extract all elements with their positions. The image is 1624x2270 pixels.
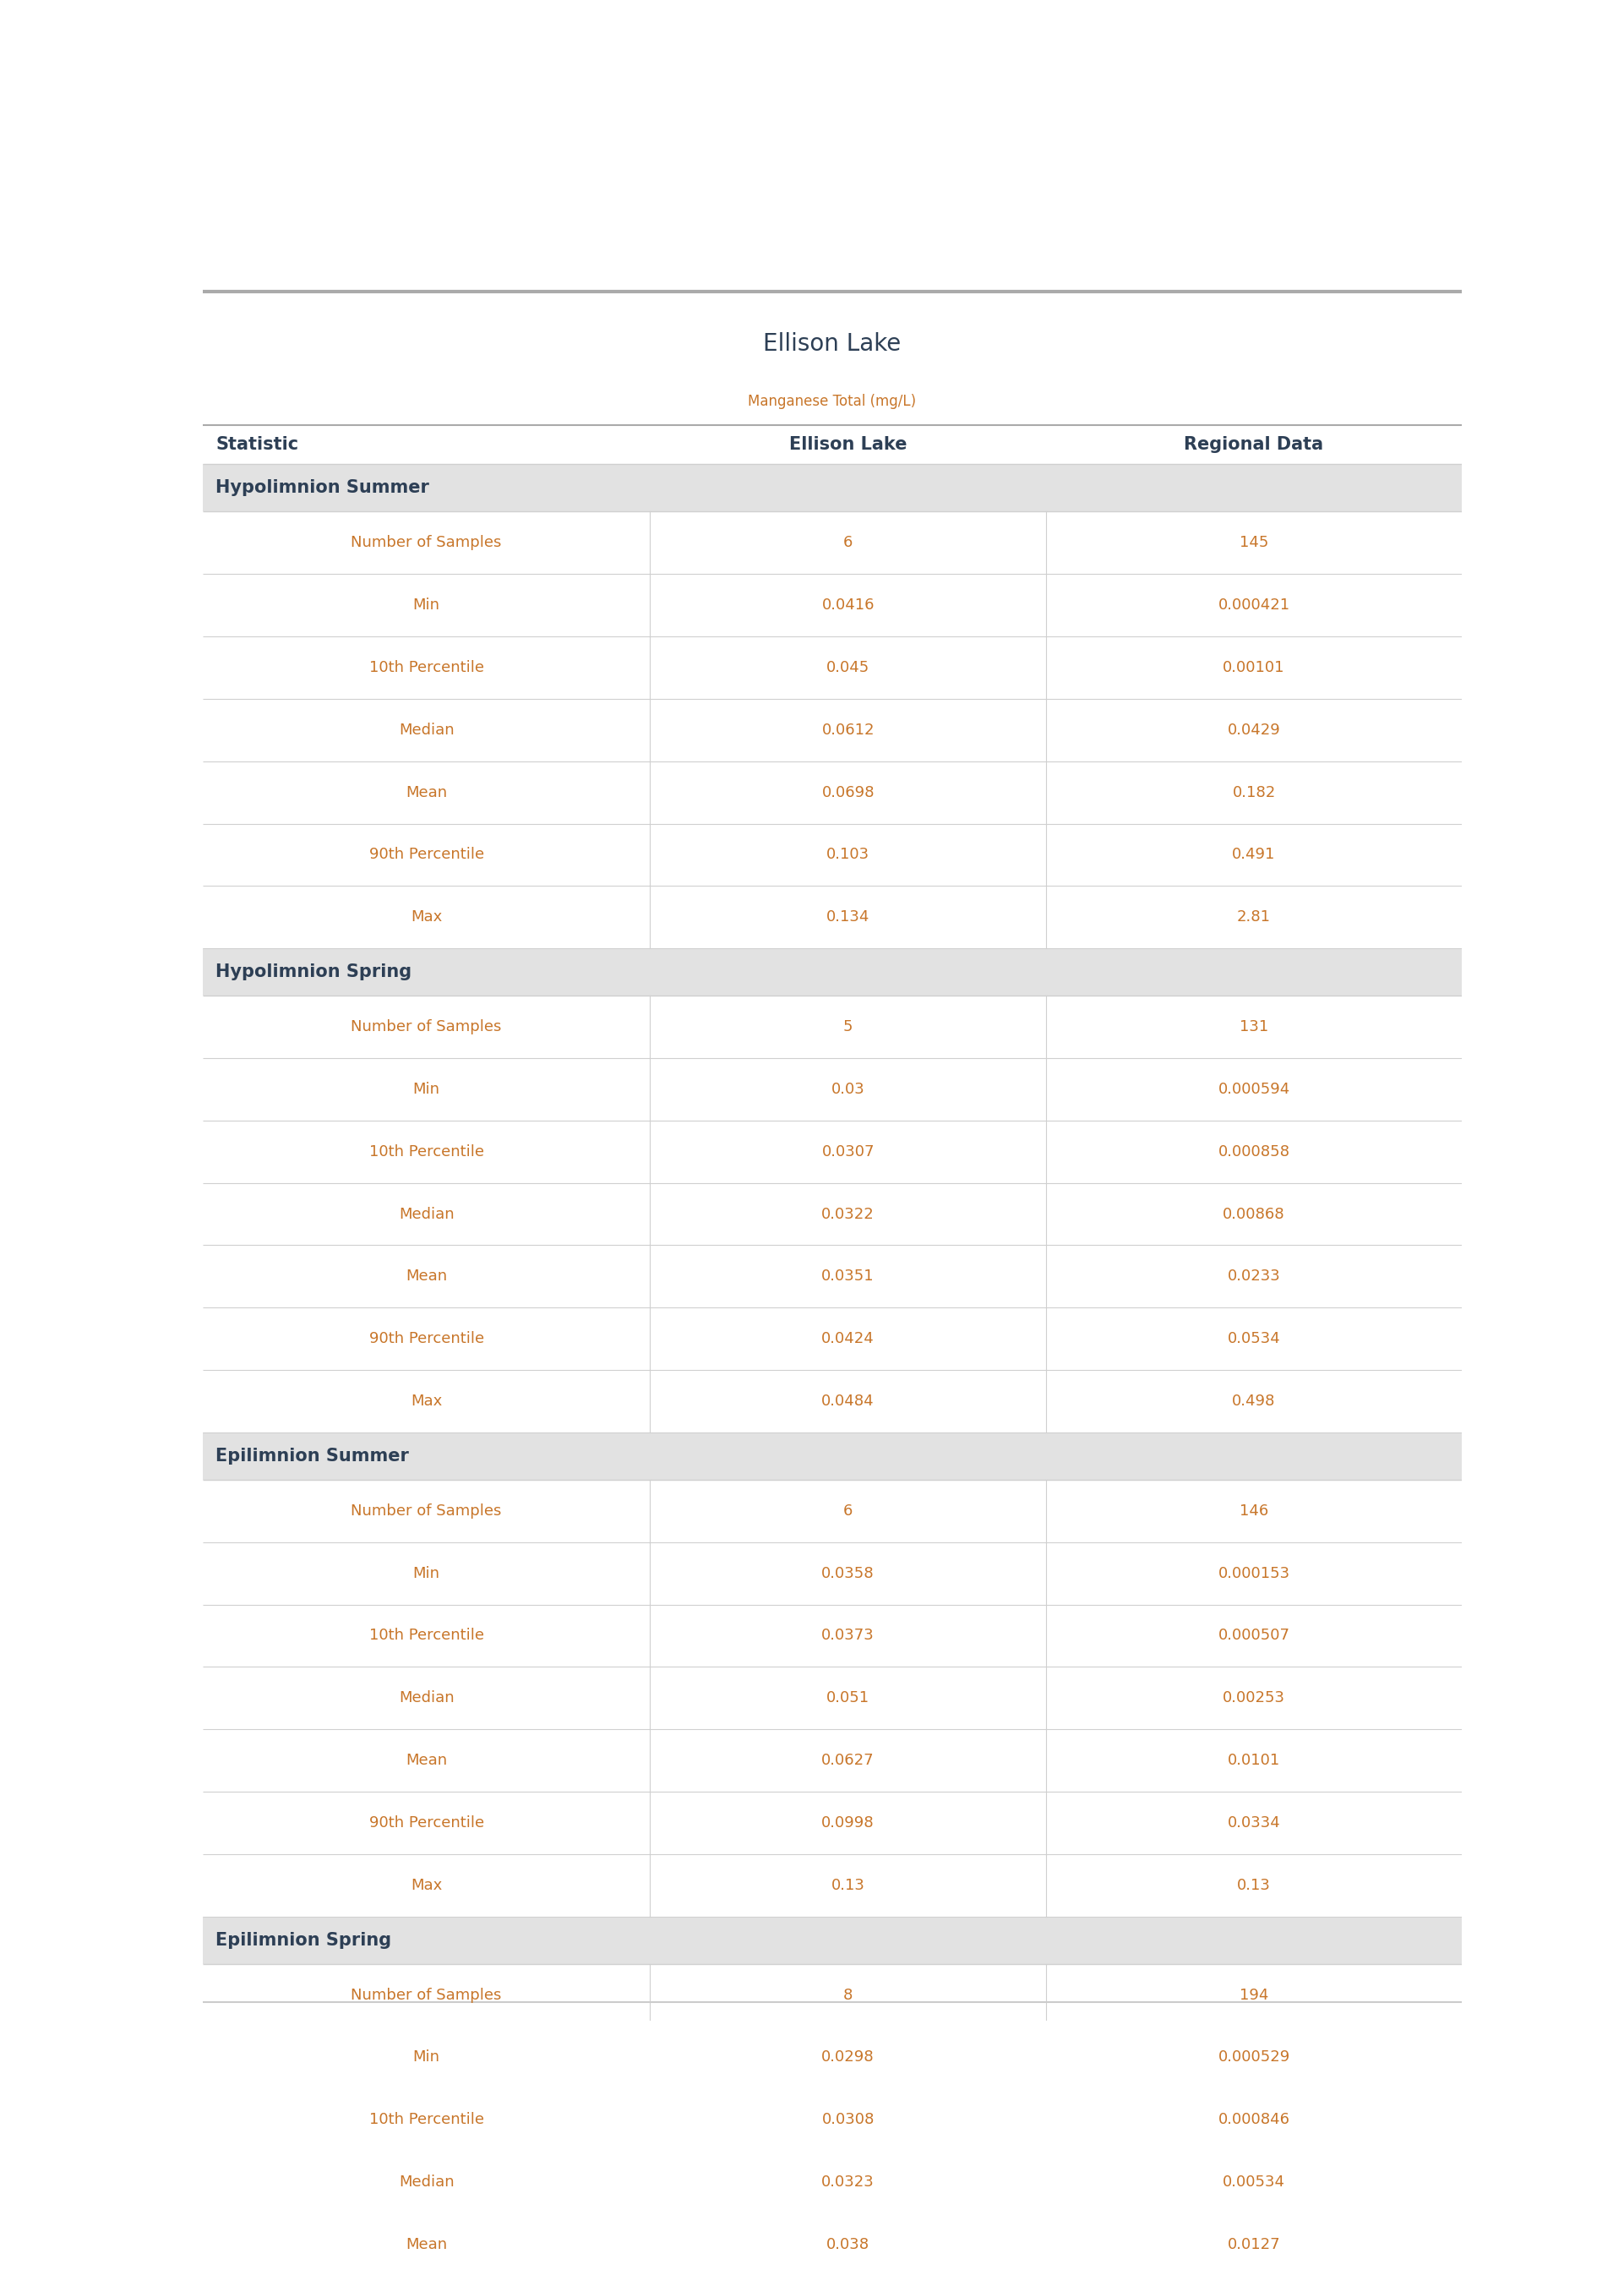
Text: Median: Median <box>398 1691 455 1705</box>
Text: 0.000507: 0.000507 <box>1218 1628 1289 1643</box>
Text: 0.000594: 0.000594 <box>1218 1081 1289 1096</box>
Text: Epilimnion Spring: Epilimnion Spring <box>216 1932 391 1948</box>
Bar <box>203 1916 1462 1964</box>
Text: 5: 5 <box>843 1019 853 1035</box>
Text: Mean: Mean <box>406 2238 447 2252</box>
Text: 90th Percentile: 90th Percentile <box>369 1816 484 1830</box>
Text: 10th Percentile: 10th Percentile <box>369 661 484 674</box>
Text: 0.0424: 0.0424 <box>822 1332 875 1346</box>
Text: Median: Median <box>398 1205 455 1221</box>
Text: 0.0127: 0.0127 <box>1228 2238 1280 2252</box>
Text: 0.0322: 0.0322 <box>822 1205 875 1221</box>
Text: 0.0627: 0.0627 <box>822 1752 874 1768</box>
Text: 194: 194 <box>1239 1986 1268 2002</box>
Text: Mean: Mean <box>406 1752 447 1768</box>
Text: 10th Percentile: 10th Percentile <box>369 1628 484 1643</box>
Text: Min: Min <box>412 2050 440 2066</box>
Text: Mean: Mean <box>406 785 447 799</box>
Text: Min: Min <box>412 597 440 613</box>
Text: 0.0298: 0.0298 <box>822 2050 874 2066</box>
Text: 10th Percentile: 10th Percentile <box>369 2113 484 2127</box>
Text: 0.0429: 0.0429 <box>1228 722 1280 738</box>
Text: 0.00868: 0.00868 <box>1223 1205 1285 1221</box>
Text: 0.00534: 0.00534 <box>1223 2175 1285 2191</box>
Text: 0.13: 0.13 <box>831 1877 866 1893</box>
Text: 0.0534: 0.0534 <box>1228 1332 1280 1346</box>
Text: Number of Samples: Number of Samples <box>351 1503 502 1519</box>
Text: 0.0101: 0.0101 <box>1228 1752 1280 1768</box>
Text: 0.13: 0.13 <box>1237 1877 1270 1893</box>
Text: 0.0358: 0.0358 <box>822 1566 874 1580</box>
Bar <box>203 949 1462 994</box>
Text: Mean: Mean <box>406 1269 447 1285</box>
Text: 131: 131 <box>1239 1019 1268 1035</box>
Text: 0.00101: 0.00101 <box>1223 661 1285 674</box>
Text: Max: Max <box>411 910 442 924</box>
Text: 0.491: 0.491 <box>1233 847 1275 863</box>
Text: 0.0307: 0.0307 <box>822 1144 874 1160</box>
Text: 0.0351: 0.0351 <box>822 1269 874 1285</box>
Text: 6: 6 <box>843 536 853 549</box>
Text: 0.0308: 0.0308 <box>822 2113 874 2127</box>
Text: 0.134: 0.134 <box>827 910 870 924</box>
Text: 0.038: 0.038 <box>827 2238 869 2252</box>
Text: 0.0698: 0.0698 <box>822 785 874 799</box>
Text: Statistic: Statistic <box>216 436 299 454</box>
Text: 0.00253: 0.00253 <box>1223 1691 1285 1705</box>
Text: 0.498: 0.498 <box>1233 1394 1275 1410</box>
Text: Min: Min <box>412 1566 440 1580</box>
Text: 2.81: 2.81 <box>1237 910 1272 924</box>
Text: Max: Max <box>411 1877 442 1893</box>
Text: 0.0323: 0.0323 <box>822 2175 875 2191</box>
Text: 10th Percentile: 10th Percentile <box>369 1144 484 1160</box>
Text: 0.000858: 0.000858 <box>1218 1144 1289 1160</box>
Text: Ellison Lake: Ellison Lake <box>763 331 901 356</box>
Text: 0.0373: 0.0373 <box>822 1628 875 1643</box>
Text: Epilimnion Summer: Epilimnion Summer <box>216 1448 409 1464</box>
Text: 0.000153: 0.000153 <box>1218 1566 1289 1580</box>
Text: 90th Percentile: 90th Percentile <box>369 847 484 863</box>
Text: 0.0998: 0.0998 <box>822 1816 874 1830</box>
Text: 0.0334: 0.0334 <box>1228 1816 1280 1830</box>
Text: Median: Median <box>398 722 455 738</box>
Text: 0.103: 0.103 <box>827 847 869 863</box>
Text: Ellison Lake: Ellison Lake <box>789 436 906 454</box>
Text: Number of Samples: Number of Samples <box>351 1019 502 1035</box>
Text: 0.051: 0.051 <box>827 1691 869 1705</box>
Text: Max: Max <box>411 1394 442 1410</box>
Bar <box>203 465 1462 511</box>
Text: Min: Min <box>412 1081 440 1096</box>
Text: 0.182: 0.182 <box>1233 785 1275 799</box>
Text: 146: 146 <box>1239 1503 1268 1519</box>
Text: 0.045: 0.045 <box>827 661 870 674</box>
Text: 90th Percentile: 90th Percentile <box>369 1332 484 1346</box>
Text: Number of Samples: Number of Samples <box>351 536 502 549</box>
Text: Median: Median <box>398 2175 455 2191</box>
Text: Number of Samples: Number of Samples <box>351 1986 502 2002</box>
Text: 0.0416: 0.0416 <box>822 597 874 613</box>
Text: Hypolimnion Spring: Hypolimnion Spring <box>216 962 412 981</box>
Text: 0.000846: 0.000846 <box>1218 2113 1289 2127</box>
Bar <box>203 1432 1462 1480</box>
Text: 0.03: 0.03 <box>831 1081 866 1096</box>
Text: Hypolimnion Summer: Hypolimnion Summer <box>216 479 429 497</box>
Text: 6: 6 <box>843 1503 853 1519</box>
Text: 8: 8 <box>843 1986 853 2002</box>
Text: 0.0612: 0.0612 <box>822 722 874 738</box>
Text: 0.000529: 0.000529 <box>1218 2050 1289 2066</box>
Text: 0.0233: 0.0233 <box>1228 1269 1280 1285</box>
Text: Manganese Total (mg/L): Manganese Total (mg/L) <box>749 393 916 409</box>
Text: Regional Data: Regional Data <box>1184 436 1324 454</box>
Text: 145: 145 <box>1239 536 1268 549</box>
Text: 0.0484: 0.0484 <box>822 1394 874 1410</box>
Text: 0.000421: 0.000421 <box>1218 597 1289 613</box>
